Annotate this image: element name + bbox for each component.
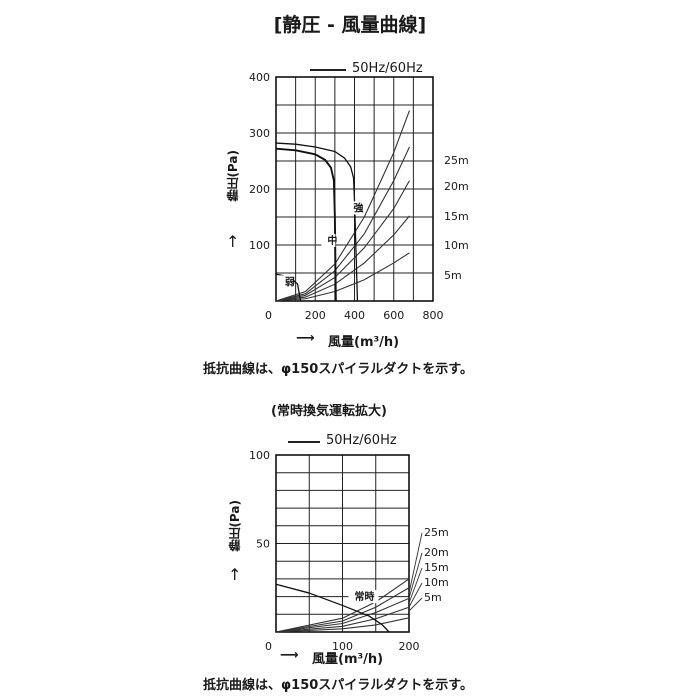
fan-label-bg bbox=[321, 233, 336, 247]
legend-label-2: 50Hz/60Hz bbox=[326, 433, 397, 448]
resistance-note-2: 抵抗曲線は、φ150スパイラルダクトを示す。 bbox=[203, 678, 474, 693]
fan-curve-label: 弱 bbox=[285, 276, 295, 288]
resistance-label: 15m bbox=[444, 210, 469, 223]
fan-label-bg bbox=[278, 275, 293, 289]
x-axis-arrow-icon-2: ⟶ bbox=[280, 648, 299, 663]
x-tick-label: 100 bbox=[332, 640, 353, 653]
fan-label-bg bbox=[347, 201, 362, 215]
y-axis-label-2: 静圧(Pa) bbox=[228, 500, 242, 552]
resistance-label: 10m bbox=[444, 239, 469, 252]
resistance-leader-line bbox=[408, 567, 423, 604]
y-tick-label: 400 bbox=[249, 71, 270, 84]
resistance-label: 20m bbox=[444, 180, 469, 193]
legend-line bbox=[310, 69, 346, 71]
fan-curve bbox=[275, 147, 337, 302]
x-tick-label: 600 bbox=[383, 309, 404, 322]
resistance-label: 5m bbox=[424, 591, 442, 604]
x-tick-label: 0 bbox=[265, 640, 272, 653]
page-title: [静圧 - 風量曲線] bbox=[273, 14, 427, 36]
up-arrow-icon: ↑ bbox=[226, 232, 240, 251]
resistance-curve bbox=[275, 578, 410, 633]
resistance-label: 25m bbox=[424, 526, 449, 539]
resistance-curve bbox=[275, 606, 410, 633]
resistance-curve bbox=[275, 597, 410, 633]
legend-line-2 bbox=[288, 441, 320, 443]
y-tick-label: 50 bbox=[256, 538, 270, 551]
x-tick-label: 200 bbox=[305, 309, 326, 322]
subtitle: (常時換気運転拡大) bbox=[271, 404, 387, 419]
y-tick-label: 300 bbox=[249, 127, 270, 140]
x-tick-label: 400 bbox=[344, 309, 365, 322]
resistance-label: 10m bbox=[424, 576, 449, 589]
resistance-curve bbox=[275, 146, 410, 302]
y-tick-label: 200 bbox=[249, 183, 270, 196]
x-axis-arrow-icon: ⟶ bbox=[296, 331, 315, 346]
resistance-note: 抵抗曲線は、φ150スパイラルダクトを示す。 bbox=[203, 362, 474, 377]
fan-curve bbox=[275, 142, 359, 302]
y-tick-label: 100 bbox=[249, 239, 270, 252]
resistance-label: 5m bbox=[444, 269, 462, 282]
plot-frame bbox=[275, 454, 410, 633]
plot-frame bbox=[275, 76, 434, 302]
resistance-curve bbox=[275, 617, 410, 633]
resistance-label: 20m bbox=[424, 546, 449, 559]
x-tick-label: 200 bbox=[399, 640, 420, 653]
fan-curve bbox=[275, 583, 390, 633]
fan-curve-label: 中 bbox=[327, 234, 337, 247]
legend-label: 50Hz/60Hz bbox=[352, 61, 423, 76]
resistance-label: 25m bbox=[444, 154, 469, 167]
x-tick-label: 0 bbox=[265, 309, 272, 322]
resistance-leader-line bbox=[408, 597, 423, 612]
y-tick-label: 100 bbox=[249, 449, 270, 462]
fan-label-bg bbox=[348, 590, 379, 604]
fan-curve-label: 強 bbox=[354, 201, 364, 214]
x-tick-label: 800 bbox=[423, 309, 444, 322]
resistance-curve bbox=[275, 180, 410, 302]
resistance-label: 15m bbox=[424, 561, 449, 574]
resistance-leader-line bbox=[408, 552, 423, 599]
resistance-curve bbox=[275, 110, 410, 302]
resistance-leader-line bbox=[408, 532, 423, 594]
up-arrow-icon-2: ↑ bbox=[228, 565, 242, 584]
resistance-leader-line bbox=[408, 582, 423, 608]
x-axis-label-2: 風量(m³/h) bbox=[312, 652, 384, 667]
fan-curve-label: 常時 bbox=[354, 590, 374, 603]
x-axis-label: 風量(m³/h) bbox=[328, 335, 400, 350]
resistance-curve bbox=[275, 587, 410, 633]
